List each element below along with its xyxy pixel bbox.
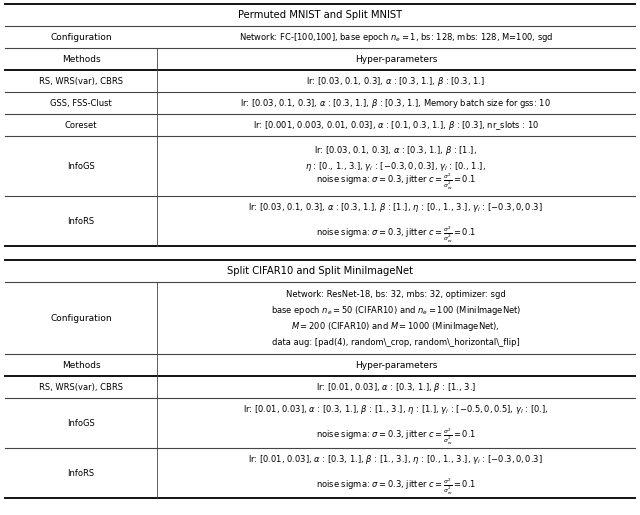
Text: Methods: Methods (61, 360, 100, 369)
Text: lr: [0.01, 0.03], $\alpha$ : [0.3, 1.], $\beta$ : [1., 3.]: lr: [0.01, 0.03], $\alpha$ : [0.3, 1.], … (316, 381, 476, 393)
Text: data aug: [pad(4), random\_crop, random\_horizontal\_flip]: data aug: [pad(4), random\_crop, random\… (272, 337, 520, 347)
Text: lr: [0.03, 0.1, 0.3], $\alpha$ : [0.3, 1.], $\beta$ : [1.], $\eta$ : [0., 1., 3.: lr: [0.03, 0.1, 0.3], $\alpha$ : [0.3, 1… (248, 200, 543, 214)
Text: noise sigma: $\sigma = 0.3$, jitter $c = \frac{\sigma^2}{\sigma_w^2} = 0.1$: noise sigma: $\sigma = 0.3$, jitter $c =… (316, 225, 476, 245)
Text: lr: [0.001, 0.003, 0.01, 0.03], $\alpha$ : [0.1, 0.3, 1.], $\beta$ : [0.3], nr_s: lr: [0.001, 0.003, 0.01, 0.03], $\alpha$… (253, 118, 539, 131)
Text: Network: FC-[100,100], base epoch $n_e = 1$, bs: 128, mbs: 128, M=100, sgd: Network: FC-[100,100], base epoch $n_e =… (239, 30, 553, 43)
Text: Methods: Methods (61, 55, 100, 63)
Text: Permuted MNIST and Split MNIST: Permuted MNIST and Split MNIST (238, 10, 402, 20)
Text: $\eta$ : [0., 1., 3.], $\gamma_i$ : $[-0.3, 0, 0.3]$, $\gamma_l$ : [0., 1.],: $\eta$ : [0., 1., 3.], $\gamma_i$ : $[-0… (305, 160, 486, 173)
Text: noise sigma: $\sigma = 0.3$, jitter $c = \frac{\sigma^2}{\sigma_w^2} = 0.1$: noise sigma: $\sigma = 0.3$, jitter $c =… (316, 172, 476, 192)
Text: noise sigma: $\sigma = 0.3$, jitter $c = \frac{\sigma^2}{\sigma_w^2} = 0.1$: noise sigma: $\sigma = 0.3$, jitter $c =… (316, 427, 476, 447)
Text: InfoRS: InfoRS (67, 216, 95, 226)
Text: lr: [0.03, 0.1, 0.3], $\alpha$ : [0.3, 1.], $\beta$ : [0.3, 1.], Memory batch si: lr: [0.03, 0.1, 0.3], $\alpha$ : [0.3, 1… (241, 96, 551, 110)
Text: noise sigma: $\sigma = 0.3$, jitter $c = \frac{\sigma^2}{\sigma_w^2} = 0.1$: noise sigma: $\sigma = 0.3$, jitter $c =… (316, 477, 476, 497)
Text: InfoGS: InfoGS (67, 162, 95, 170)
Text: base epoch $n_e = 50$ (CIFAR10) and $n_e = 100$ (MiniImageNet): base epoch $n_e = 50$ (CIFAR10) and $n_e… (271, 303, 521, 317)
Text: lr: [0.03, 0.1, 0.3], $\alpha$ : [0.3, 1.], $\beta$ : [0.3, 1.]: lr: [0.03, 0.1, 0.3], $\alpha$ : [0.3, 1… (307, 75, 485, 88)
Text: Hyper-parameters: Hyper-parameters (355, 360, 437, 369)
Text: lr: [0.01, 0.03], $\alpha$ : [0.3, 1.], $\beta$ : [1., 3.], $\eta$ : [1.], $\gam: lr: [0.01, 0.03], $\alpha$ : [0.3, 1.], … (243, 403, 548, 416)
Text: lr: [0.01, 0.03], $\alpha$ : [0.3, 1.], $\beta$ : [1., 3.], $\eta$ : [0., 1., 3.: lr: [0.01, 0.03], $\alpha$ : [0.3, 1.], … (248, 453, 543, 466)
Text: Network: ResNet-18, bs: 32, mbs: 32, optimizer: sgd: Network: ResNet-18, bs: 32, mbs: 32, opt… (286, 289, 506, 299)
Text: Coreset: Coreset (65, 121, 97, 129)
Text: Hyper-parameters: Hyper-parameters (355, 55, 437, 63)
Text: GSS, FSS-Clust: GSS, FSS-Clust (50, 98, 112, 108)
Text: Split CIFAR10 and Split MiniImageNet: Split CIFAR10 and Split MiniImageNet (227, 266, 413, 276)
Text: RS, WRS(var), CBRS: RS, WRS(var), CBRS (39, 77, 123, 85)
Text: Configuration: Configuration (50, 32, 112, 42)
Text: Configuration: Configuration (50, 314, 112, 322)
Text: InfoRS: InfoRS (67, 469, 95, 477)
Text: RS, WRS(var), CBRS: RS, WRS(var), CBRS (39, 383, 123, 391)
Text: lr: [0.03, 0.1, 0.3], $\alpha$ : [0.3, 1.], $\beta$ : [1.],: lr: [0.03, 0.1, 0.3], $\alpha$ : [0.3, 1… (314, 144, 477, 157)
Text: $M = 200$ (CIFAR10) and $M = 1000$ (MiniImageNet),: $M = 200$ (CIFAR10) and $M = 1000$ (Mini… (291, 319, 500, 333)
Text: InfoGS: InfoGS (67, 419, 95, 427)
